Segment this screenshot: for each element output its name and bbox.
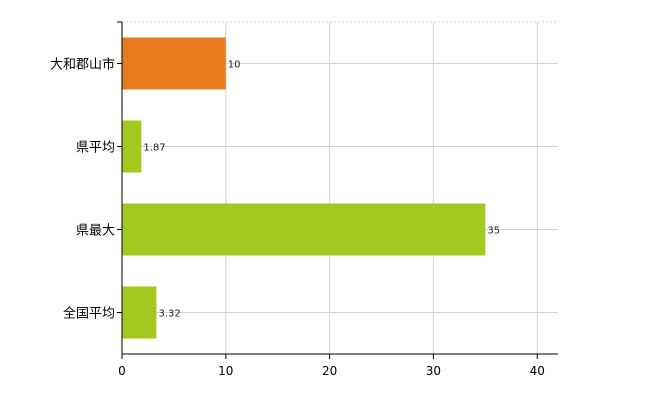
data-label: 35 [487, 226, 500, 237]
bar [122, 120, 142, 173]
category-label: 大和郡山市 [50, 57, 115, 73]
x-tick-label: 10 [218, 364, 233, 378]
x-tick-label: 20 [322, 364, 337, 378]
data-label: 3.32 [158, 309, 180, 320]
category-label: 全国平均 [63, 306, 115, 322]
bars [122, 37, 486, 339]
grid-lines [122, 21, 558, 354]
x-tick-label: 30 [426, 364, 441, 378]
labels: 10 大和郡山市 1.87 県平均 35 県最大 3.32 全国平均 0 10 20 30 40 [50, 57, 545, 379]
bar [122, 37, 226, 90]
data-label: 1.87 [143, 143, 165, 154]
category-label: 県最大 [76, 224, 115, 239]
x-tick-label: 40 [530, 364, 545, 378]
bar [122, 286, 157, 339]
category-label: 県平均 [76, 141, 115, 156]
bar [122, 203, 486, 256]
axes [117, 21, 558, 359]
data-label: 10 [228, 60, 241, 71]
x-tick-label: 0 [118, 364, 126, 378]
